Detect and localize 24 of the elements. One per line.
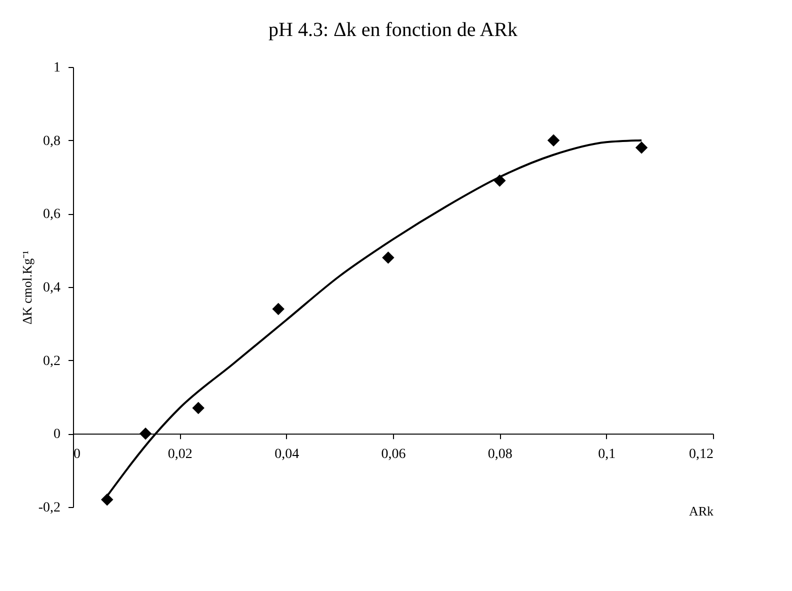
x-tick-label: 0 xyxy=(74,447,80,462)
x-tick-label: 0,04 xyxy=(274,447,300,462)
point xyxy=(272,302,284,316)
x-tick-label: 0,02 xyxy=(168,447,192,462)
point xyxy=(382,252,394,264)
y-tick-label: 0,8 xyxy=(43,134,60,149)
x-tick-label: 0,12 xyxy=(689,447,714,462)
point xyxy=(547,134,560,146)
y-tick-label: -0,2 xyxy=(38,500,60,516)
x-tick-label: 0,08 xyxy=(488,447,512,462)
x-tick-label: 0,1 xyxy=(598,447,616,462)
chart-title: pH 4.3: Δk en fonction de ARk xyxy=(268,19,518,41)
x-tick-label: 0,06 xyxy=(381,447,406,462)
point xyxy=(635,142,648,154)
y-tick-label: 1 xyxy=(54,60,60,76)
y-tick-label: 0 xyxy=(54,427,60,442)
y-tick-label: 0,4 xyxy=(43,280,60,296)
y-axis-title: ΔK cmol.Kg⁻¹ xyxy=(19,250,34,325)
y-tick-label: 0,6 xyxy=(43,207,60,222)
point xyxy=(139,428,152,440)
x-axis-title: ARk xyxy=(688,504,714,518)
y-tick-label: 0,2 xyxy=(43,354,60,369)
point xyxy=(101,494,114,506)
point xyxy=(192,402,204,414)
